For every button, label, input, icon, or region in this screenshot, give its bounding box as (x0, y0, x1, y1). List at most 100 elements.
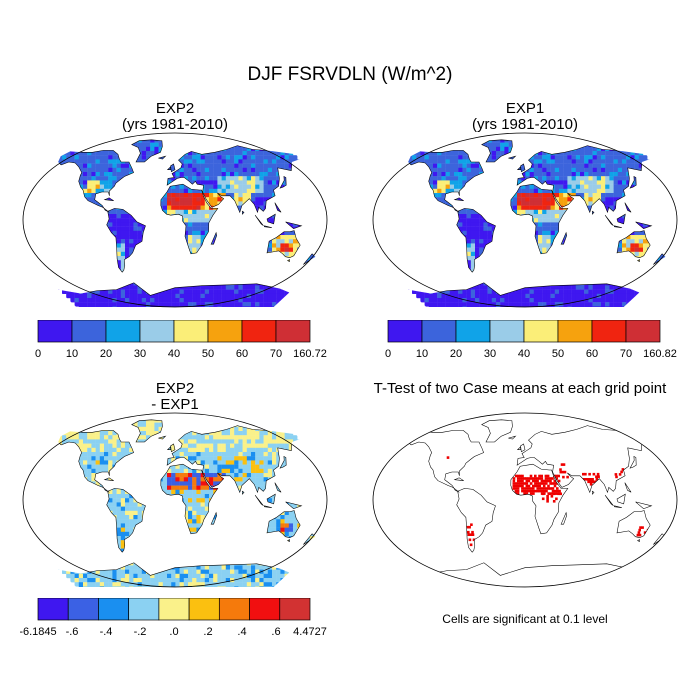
field-cell (99, 302, 105, 307)
field-cell (209, 172, 214, 177)
field-cell (584, 151, 589, 156)
field-cell (70, 142, 75, 147)
field-cell (200, 201, 205, 206)
field-cell (605, 176, 610, 181)
field-cell (251, 139, 256, 143)
field-cell (462, 230, 467, 236)
field-cell (433, 134, 437, 138)
field-cell (154, 139, 159, 143)
field-cell (188, 298, 193, 303)
field-cell (580, 285, 585, 290)
field-cell (175, 205, 180, 210)
field-cell (433, 188, 438, 194)
field-cell (305, 268, 310, 273)
field-cell (517, 298, 522, 303)
field-cell (550, 201, 555, 206)
field-cell (255, 163, 260, 168)
field-cell (272, 214, 277, 219)
field-cell (230, 172, 235, 177)
field-cell (483, 293, 488, 299)
field-cell (251, 172, 256, 177)
field-cell (575, 193, 581, 198)
field-cell (242, 146, 247, 152)
field-cell (192, 289, 197, 294)
field-cell (546, 205, 551, 210)
field-cell (129, 230, 134, 236)
field-cell (470, 163, 476, 168)
field-cell (267, 184, 273, 189)
field-cell (188, 222, 193, 227)
field-cell (280, 285, 285, 290)
field-cell (137, 159, 142, 164)
field-cell (500, 146, 505, 152)
field-cell (575, 172, 581, 177)
field-cell (424, 302, 429, 307)
field-cell (225, 172, 231, 177)
field-cell (204, 222, 210, 227)
field-cell (183, 226, 189, 231)
field-cell (284, 155, 289, 160)
field-cell (609, 172, 614, 177)
field-cell (280, 142, 285, 147)
field-cell (259, 130, 263, 134)
field-cell (225, 167, 231, 173)
field-cell (500, 139, 505, 143)
field-cell (196, 230, 201, 236)
field-cell (546, 285, 551, 290)
field-cell (251, 188, 256, 194)
field-cell (508, 298, 513, 303)
field-cell (120, 230, 126, 236)
field-cell (601, 159, 606, 164)
field-cell (609, 184, 614, 189)
field-cell (546, 197, 551, 202)
field-cell (592, 184, 597, 189)
field-cell (584, 172, 589, 177)
field-cell (327, 227, 330, 231)
field-cell (395, 269, 399, 273)
field-cell (293, 222, 298, 227)
field-cell (601, 184, 606, 189)
field-cell (525, 289, 530, 294)
field-cell (276, 302, 281, 307)
field-cell (255, 298, 260, 303)
field-cell (209, 180, 214, 185)
field-cell (276, 243, 281, 248)
field-cell (272, 155, 277, 160)
field-cell (116, 302, 121, 307)
field-cell (230, 163, 235, 168)
field-cell (567, 151, 572, 156)
field-cell (605, 188, 610, 194)
field-cell (272, 172, 277, 177)
field-cell (445, 306, 450, 307)
field-cell (116, 251, 121, 257)
field-cell (504, 298, 509, 303)
field-cell (441, 193, 446, 198)
field-cell (491, 155, 497, 160)
field-cell (238, 163, 243, 168)
field-cell (609, 293, 614, 299)
field-cell (554, 289, 560, 294)
field-cell (293, 155, 298, 160)
field-cell (588, 306, 593, 307)
field-cell (487, 226, 492, 231)
field-cell (146, 142, 151, 147)
field-cell (559, 167, 564, 173)
field-cell (521, 209, 526, 215)
field-cell (559, 214, 564, 219)
coastline-island (166, 166, 171, 170)
field-cell (125, 130, 129, 134)
field-cell (204, 197, 210, 202)
field-cell (129, 243, 134, 248)
field-cell (162, 289, 168, 294)
field-cell (83, 155, 88, 160)
field-cell (554, 285, 560, 290)
field-cell (580, 163, 585, 168)
field-cell (605, 201, 610, 206)
field-cell (217, 188, 222, 194)
field-cell (246, 289, 252, 294)
field-cell (196, 285, 201, 290)
field-cell (301, 163, 306, 168)
field-cell (116, 264, 121, 269)
field-cell (259, 184, 264, 189)
field-cell (483, 230, 488, 236)
